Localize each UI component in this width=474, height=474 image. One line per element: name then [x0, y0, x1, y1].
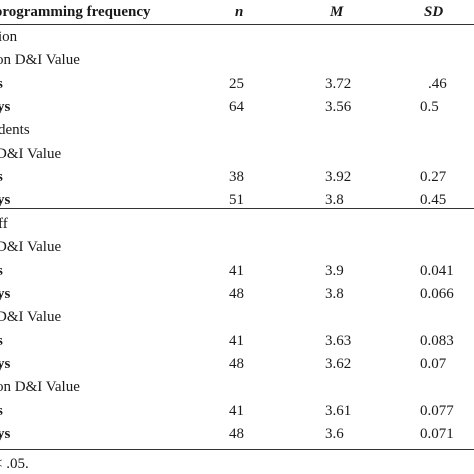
cell-n: 48 — [229, 355, 244, 372]
header-n: n — [235, 4, 244, 20]
row-label: ion — [0, 29, 18, 45]
table-row: s 41 3.9 0.041 — [0, 260, 474, 284]
row-label: s — [0, 332, 3, 350]
table-row: ys 48 3.62 0.07 — [0, 353, 474, 377]
cell-sd: 0.041 — [420, 262, 454, 279]
row-label: dents — [0, 122, 30, 139]
header-rule — [0, 24, 474, 25]
cell-sd: 0.071 — [420, 425, 454, 442]
row-label: D&I Value — [0, 239, 62, 256]
row-label: ys — [0, 425, 11, 442]
cell-sd: 0.07 — [420, 355, 447, 372]
cell-n: 25 — [229, 75, 244, 92]
table-row: s 41 3.61 0.077 — [0, 400, 474, 424]
cell-m: 3.72 — [325, 75, 352, 92]
cell-n: 38 — [229, 169, 244, 186]
cell-m: 3.6 — [325, 425, 344, 442]
table-footnote: < .05. — [0, 456, 29, 472]
cell-n: 41 — [229, 262, 244, 279]
cell-m: 3.8 — [325, 192, 344, 209]
row-label: s — [0, 262, 3, 280]
table-row: ys 64 3.56 0.5 — [0, 96, 474, 120]
cell-n: 48 — [229, 285, 244, 302]
cell-n: 64 — [229, 99, 244, 116]
section-heading-row: dents — [0, 119, 474, 143]
table-header: programming frequency n M SD — [0, 0, 474, 24]
row-label: ys — [0, 192, 11, 209]
cell-sd: 0.083 — [420, 332, 454, 349]
header-m: M — [330, 4, 344, 20]
header-sd: SD — [424, 4, 444, 20]
bottom-rule — [0, 449, 474, 450]
row-label: s — [0, 75, 3, 93]
cell-n: 48 — [229, 425, 244, 442]
subheading-row: D&I Value — [0, 143, 474, 167]
row-label: ys — [0, 285, 11, 302]
table-row: ys 48 3.6 0.071 — [0, 423, 474, 447]
row-label: D&I Value — [0, 309, 62, 326]
cell-sd: 0.066 — [420, 285, 454, 302]
table-row: ys 48 3.8 0.066 — [0, 283, 474, 307]
subheading-row: on D&I Value — [0, 376, 474, 400]
cell-m: 3.56 — [325, 99, 352, 116]
cell-sd: 0.5 — [420, 99, 439, 116]
cell-m: 3.61 — [325, 402, 352, 419]
header-label: programming frequency — [0, 4, 151, 20]
table-row: ys 51 3.8 0.45 — [0, 189, 474, 213]
row-label: ys — [0, 99, 11, 116]
row-label: ff — [0, 215, 8, 232]
row-label: ys — [0, 355, 11, 372]
row-label: on D&I Value — [0, 52, 80, 69]
cell-m: 3.92 — [325, 169, 352, 186]
table-row: s 25 3.72 .46 — [0, 73, 474, 97]
subheading-row: D&I Value — [0, 306, 474, 330]
subheading-row: D&I Value — [0, 236, 474, 260]
cell-m: 3.62 — [325, 355, 352, 372]
cell-n: 51 — [229, 192, 244, 209]
cell-sd: 0.27 — [420, 169, 447, 186]
subheading-row: on D&I Value — [0, 49, 474, 73]
cell-n: 41 — [229, 402, 244, 419]
cell-sd: .46 — [428, 75, 447, 92]
cell-m: 3.8 — [325, 285, 344, 302]
section-heading-row: ion — [0, 26, 474, 50]
section-rule-1 — [0, 208, 474, 209]
cell-sd: 0.45 — [420, 192, 447, 209]
row-label: s — [0, 168, 3, 186]
table-row: s 38 3.92 0.27 — [0, 166, 474, 190]
section-heading-row: ff — [0, 213, 474, 237]
row-label: s — [0, 402, 3, 420]
cell-m: 3.63 — [325, 332, 352, 349]
cell-n: 41 — [229, 332, 244, 349]
cell-m: 3.9 — [325, 262, 344, 279]
table-row: s 41 3.63 0.083 — [0, 330, 474, 354]
cell-sd: 0.077 — [420, 402, 454, 419]
row-label: D&I Value — [0, 145, 62, 162]
row-label: on D&I Value — [0, 379, 80, 396]
